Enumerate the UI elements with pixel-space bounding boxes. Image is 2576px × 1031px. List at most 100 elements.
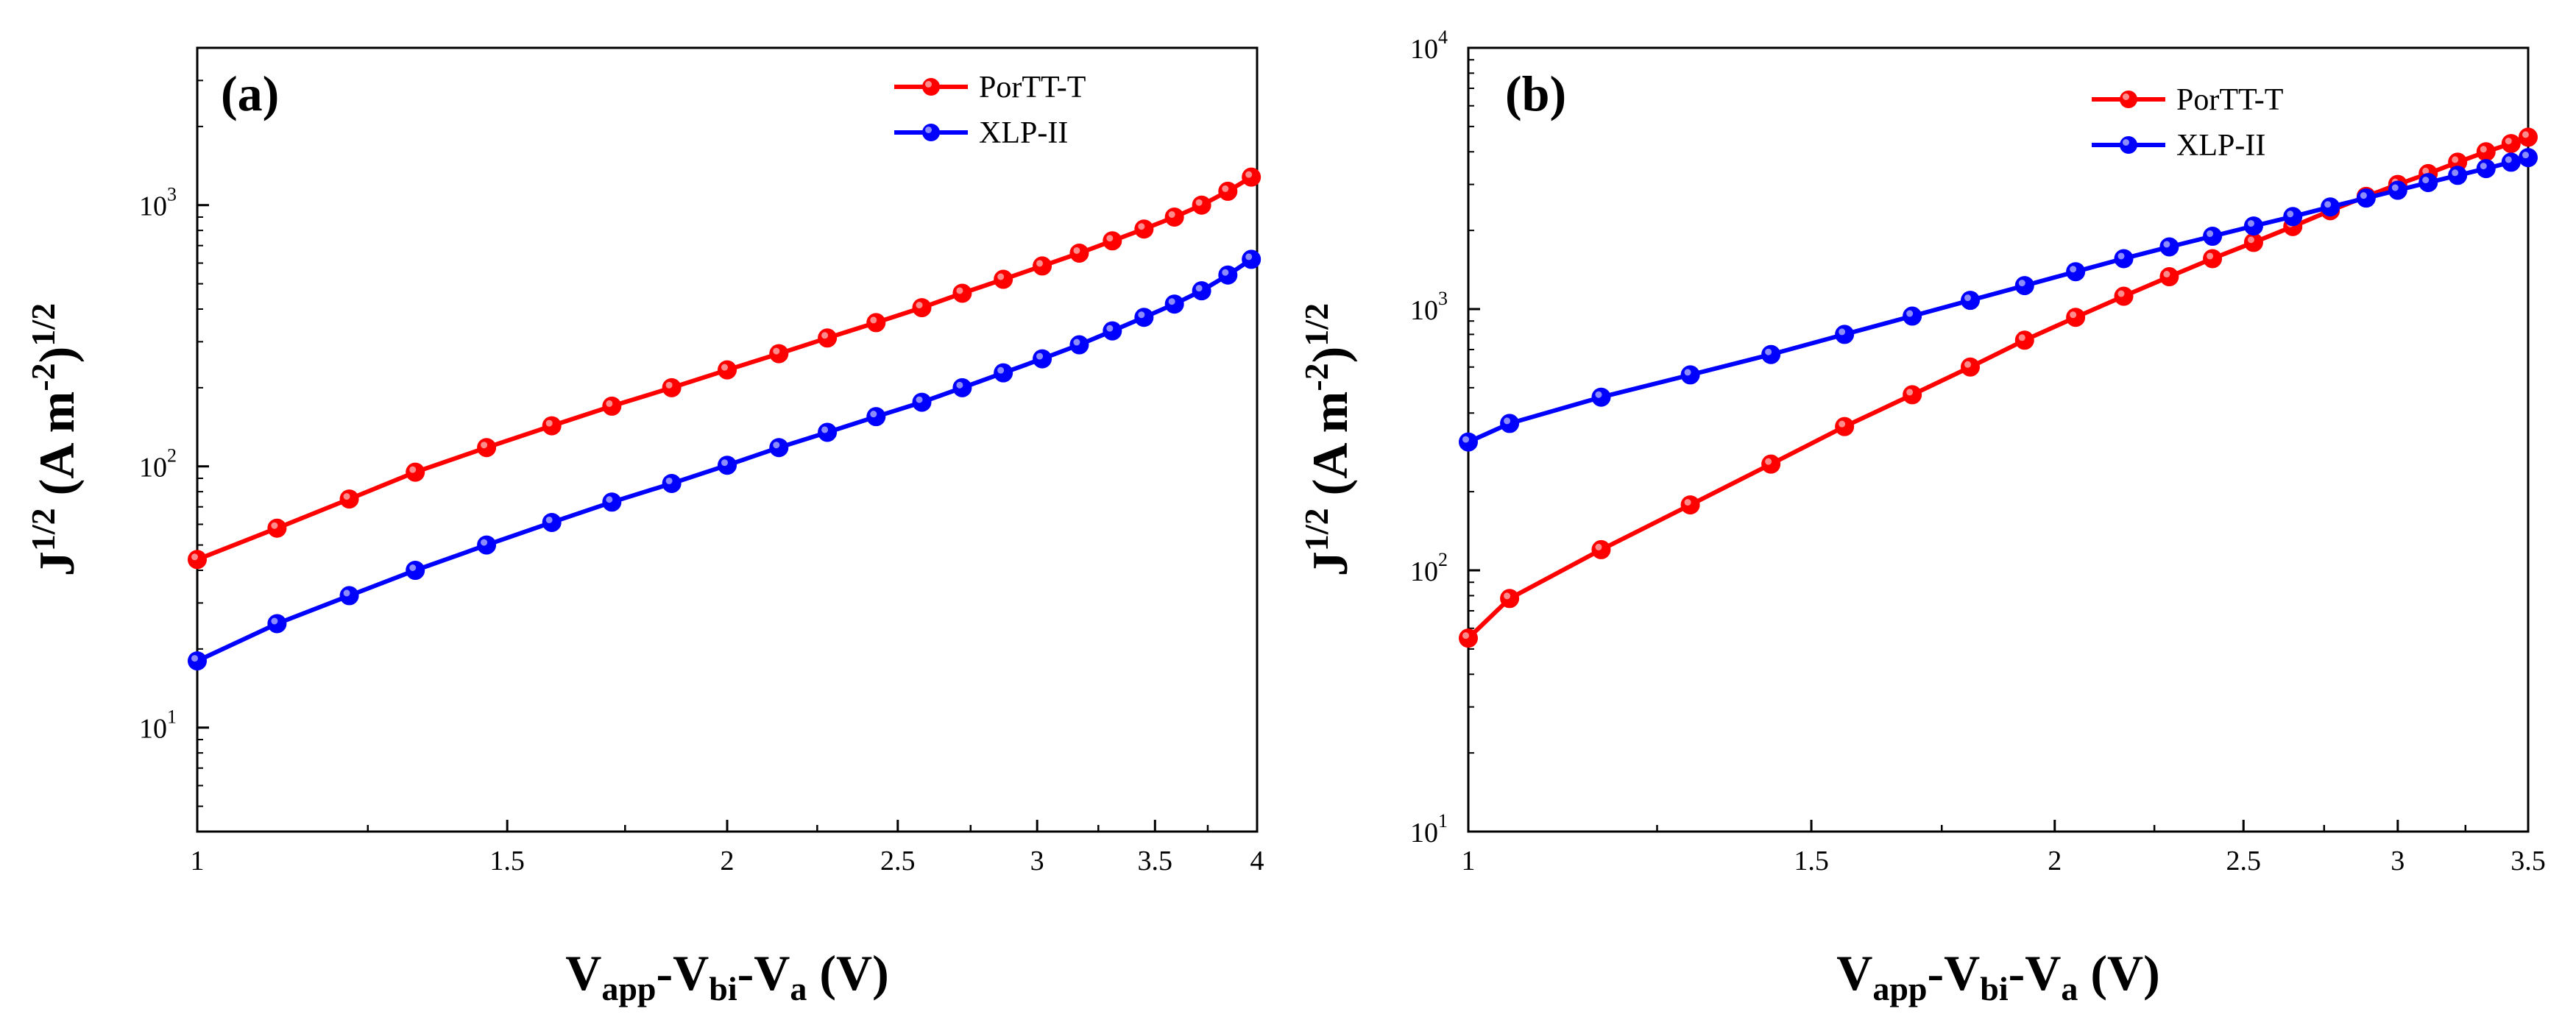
data-point-highlight	[2324, 201, 2332, 208]
data-point	[1459, 628, 1478, 648]
data-point-highlight	[1106, 325, 1114, 332]
x-title-part: -V	[1927, 945, 1980, 1001]
data-point	[188, 651, 207, 671]
y-title-part: )	[29, 347, 85, 364]
data-point-highlight	[271, 617, 278, 625]
data-point-highlight	[343, 589, 350, 597]
data-point-highlight	[2522, 152, 2529, 159]
data-point	[602, 396, 622, 416]
data-point	[769, 344, 789, 364]
data-point	[2203, 249, 2223, 269]
y-title-sup: -2	[1298, 363, 1335, 391]
data-point-highlight	[481, 442, 488, 449]
data-point	[1961, 357, 1981, 377]
x-title-part: V	[1836, 945, 1872, 1001]
data-point	[2388, 180, 2407, 200]
data-point	[1835, 325, 1855, 344]
x-title-sub: app	[1872, 970, 1927, 1007]
data-point	[602, 492, 622, 512]
data-point	[1761, 454, 1781, 474]
data-point-highlight	[1195, 199, 1203, 206]
data-point-highlight	[191, 655, 198, 662]
data-point-highlight	[2422, 177, 2430, 184]
data-point	[2476, 159, 2496, 179]
data-point-highlight	[2163, 271, 2170, 278]
data-point-highlight	[1036, 260, 1044, 267]
data-point	[1033, 256, 1052, 276]
x-tick-label: 1.5	[1794, 846, 1829, 876]
data-point-highlight	[1138, 311, 1145, 319]
y-title-part: J	[1302, 551, 1358, 576]
data-point-highlight	[1765, 348, 1772, 355]
data-point-highlight	[1684, 369, 1691, 376]
data-point	[1680, 365, 1700, 385]
x-title-part: V	[565, 945, 601, 1001]
data-point-highlight	[2505, 156, 2512, 163]
data-point-highlight	[997, 366, 1005, 374]
x-tick-label: 2.5	[2226, 846, 2261, 876]
data-point	[1103, 231, 1122, 251]
legend-marker	[922, 124, 940, 141]
panel-label: (a)	[221, 65, 279, 121]
data-point-highlight	[2480, 163, 2487, 170]
x-title-sub: bi	[1980, 970, 2009, 1007]
data-point-highlight	[1964, 361, 1972, 368]
legend-marker-highlight	[2123, 93, 2129, 100]
y-tick-exponent: 3	[167, 184, 177, 205]
data-point	[769, 438, 789, 458]
data-point	[2519, 127, 2538, 147]
data-point-highlight	[1906, 310, 1914, 317]
data-point	[1903, 306, 1922, 326]
data-point	[662, 378, 682, 397]
data-point	[267, 518, 287, 538]
data-point-highlight	[1195, 285, 1203, 292]
data-point	[1591, 539, 1611, 559]
data-point	[994, 363, 1013, 383]
data-point-highlight	[2287, 210, 2294, 218]
y-title-sup: 1/2	[1298, 508, 1335, 551]
data-point	[2448, 166, 2468, 185]
panel-label: (b)	[1505, 65, 1566, 121]
data-point-highlight	[409, 466, 417, 473]
y-tick-exponent: 4	[1438, 26, 1448, 48]
data-point	[1500, 589, 1520, 609]
data-point	[542, 416, 562, 436]
data-point	[1134, 219, 1154, 239]
data-point-highlight	[721, 459, 728, 467]
x-tick-label: 4	[1250, 846, 1264, 876]
data-point-highlight	[191, 553, 198, 561]
x-tick-label: 2	[2048, 846, 2062, 876]
plot-frame	[1467, 46, 2530, 833]
y-tick-exponent: 2	[167, 445, 177, 467]
data-point	[718, 360, 737, 380]
data-point-highlight	[1839, 328, 1846, 336]
plot-frame	[196, 46, 1259, 833]
data-point-highlight	[1684, 499, 1691, 506]
data-point	[1164, 207, 1184, 227]
data-point	[477, 535, 497, 555]
data-point-highlight	[2452, 169, 2459, 177]
data-point	[2159, 237, 2179, 257]
data-point-highlight	[545, 419, 553, 427]
data-point	[1835, 417, 1855, 436]
data-point-highlight	[916, 302, 923, 309]
data-point	[2066, 308, 2086, 327]
y-tick-exponent: 1	[1438, 810, 1448, 832]
legend-marker-highlight	[2123, 139, 2129, 146]
data-point	[2203, 227, 2223, 247]
x-title-sub: app	[601, 970, 656, 1007]
data-point	[2476, 142, 2496, 162]
data-point	[2356, 188, 2376, 208]
y-tick-base: 10	[139, 453, 167, 483]
data-point-highlight	[870, 411, 877, 418]
data-point-highlight	[1504, 592, 1511, 600]
data-point	[406, 462, 425, 482]
data-point	[1761, 344, 1781, 364]
data-point	[1591, 387, 1611, 407]
data-point-highlight	[821, 426, 829, 433]
data-point-highlight	[1138, 223, 1145, 230]
data-point-highlight	[545, 516, 553, 523]
y-tick-label: 101	[1410, 810, 1448, 848]
legend-marker	[2120, 136, 2137, 154]
data-point	[1069, 243, 1089, 263]
